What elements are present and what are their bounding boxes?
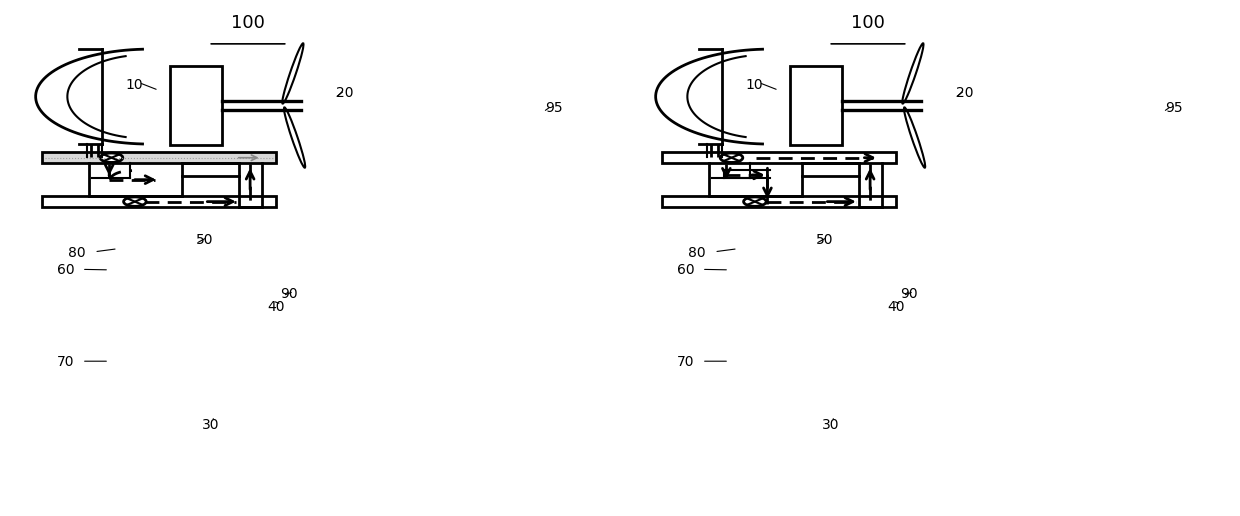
Text: 60: 60 xyxy=(57,263,74,277)
Text: 100: 100 xyxy=(851,14,885,32)
Text: 30: 30 xyxy=(202,417,219,432)
Text: 95: 95 xyxy=(1166,101,1183,116)
Text: 50: 50 xyxy=(196,233,213,247)
Text: 50: 50 xyxy=(816,233,833,247)
Text: 60: 60 xyxy=(677,263,694,277)
Bar xyxy=(170,66,222,146)
Bar xyxy=(790,66,842,146)
Bar xyxy=(42,152,275,163)
Text: 30: 30 xyxy=(822,417,839,432)
Text: 70: 70 xyxy=(677,355,694,369)
Text: 40: 40 xyxy=(888,300,905,314)
Ellipse shape xyxy=(904,107,925,168)
Ellipse shape xyxy=(284,107,305,168)
Text: 20: 20 xyxy=(336,86,353,100)
Circle shape xyxy=(124,197,146,206)
Text: 100: 100 xyxy=(231,14,265,32)
Bar xyxy=(662,152,895,163)
Text: 20: 20 xyxy=(956,86,973,100)
Text: 80: 80 xyxy=(68,246,86,260)
Text: 80: 80 xyxy=(688,246,706,260)
Ellipse shape xyxy=(903,43,924,104)
Circle shape xyxy=(100,153,123,163)
Circle shape xyxy=(744,197,766,206)
Text: 90: 90 xyxy=(280,287,298,301)
Ellipse shape xyxy=(283,43,304,104)
Bar xyxy=(42,196,275,207)
Text: 10: 10 xyxy=(745,78,763,92)
Circle shape xyxy=(720,153,743,163)
Bar xyxy=(662,196,895,207)
Text: 90: 90 xyxy=(900,287,918,301)
Text: 40: 40 xyxy=(268,300,285,314)
Text: 10: 10 xyxy=(125,78,143,92)
Text: 95: 95 xyxy=(546,101,563,116)
Text: 70: 70 xyxy=(57,355,74,369)
